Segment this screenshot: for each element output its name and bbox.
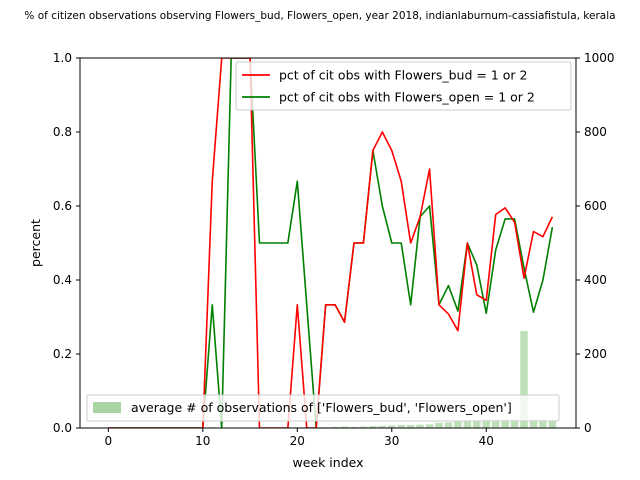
observation-bar [359, 426, 368, 428]
y2-tick-label: 200 [584, 347, 607, 361]
legend-bars: average # of observations of ['Flowers_b… [86, 394, 560, 422]
observation-bar [387, 425, 396, 428]
plot-frame [79, 57, 577, 429]
y-tick-label: 0.8 [53, 125, 72, 139]
observation-bar [331, 426, 339, 428]
observation-bar [510, 418, 519, 428]
x-tick-label: 40 [479, 434, 494, 448]
legend-label-observations: average # of observations of ['Flowers_b… [131, 400, 512, 415]
observation-bar [406, 425, 415, 428]
x-axis: 0 10 20 30 40 [105, 428, 494, 448]
observation-bar [444, 422, 453, 428]
lines-layer [108, 58, 554, 428]
legend-label-open: pct of cit obs with Flowers_open = 1 or … [279, 90, 535, 105]
y2-tick-label: 1000 [584, 51, 615, 65]
legend-lines-box [235, 61, 572, 111]
y-axis-left: 0.0 0.2 0.4 0.6 0.8 1.0 [53, 51, 80, 435]
y-tick-label: 0.2 [53, 347, 72, 361]
observation-bar [425, 424, 434, 428]
legend-lines: pct of cit obs with Flowers_bud = 1 or 2… [235, 61, 572, 111]
observation-bar [435, 422, 443, 428]
x-tick-label: 0 [105, 434, 113, 448]
y-axis-label: percent [28, 219, 43, 267]
y-tick-label: 0.4 [53, 273, 72, 287]
y-tick-label: 1.0 [53, 51, 72, 65]
x-tick-label: 20 [290, 434, 305, 448]
y2-tick-label: 600 [584, 199, 607, 213]
observation-bar [463, 420, 472, 428]
observation-bar [454, 421, 462, 428]
observation-bar [350, 426, 358, 428]
observation-bar [482, 419, 491, 428]
observation-bar [378, 425, 387, 428]
observation-bar [416, 424, 424, 428]
observation-bar [369, 426, 377, 428]
observation-bar [340, 426, 349, 428]
x-tick-label: 30 [384, 434, 399, 448]
y2-tick-label: 400 [584, 273, 607, 287]
observation-bar [548, 420, 557, 428]
observation-bar [501, 418, 509, 428]
y-tick-label: 0.0 [53, 421, 72, 435]
observation-bar [397, 425, 405, 428]
chart-title: % of citizen observations observing Flow… [24, 10, 615, 22]
x-tick-label: 10 [195, 434, 210, 448]
x-axis-label: week index [292, 455, 363, 470]
observation-bar [473, 419, 481, 428]
observation-bar [491, 419, 500, 428]
observation-bar [520, 331, 528, 428]
y-tick-label: 0.6 [53, 199, 72, 213]
legend-bars-box [86, 394, 560, 422]
series-line-flowers-bud [108, 58, 554, 428]
legend-label-bud: pct of cit obs with Flowers_bud = 1 or 2 [279, 68, 527, 83]
series-line-flowers-open [108, 58, 554, 428]
observation-bar [529, 419, 538, 428]
observation-bar [539, 419, 547, 428]
bars-layer [208, 331, 557, 428]
legend-swatch-observations [93, 402, 121, 413]
y2-tick-label: 800 [584, 125, 607, 139]
y2-tick-label: 0 [584, 421, 592, 435]
y-axis-right: 0 200 400 600 800 1000 [576, 51, 615, 435]
